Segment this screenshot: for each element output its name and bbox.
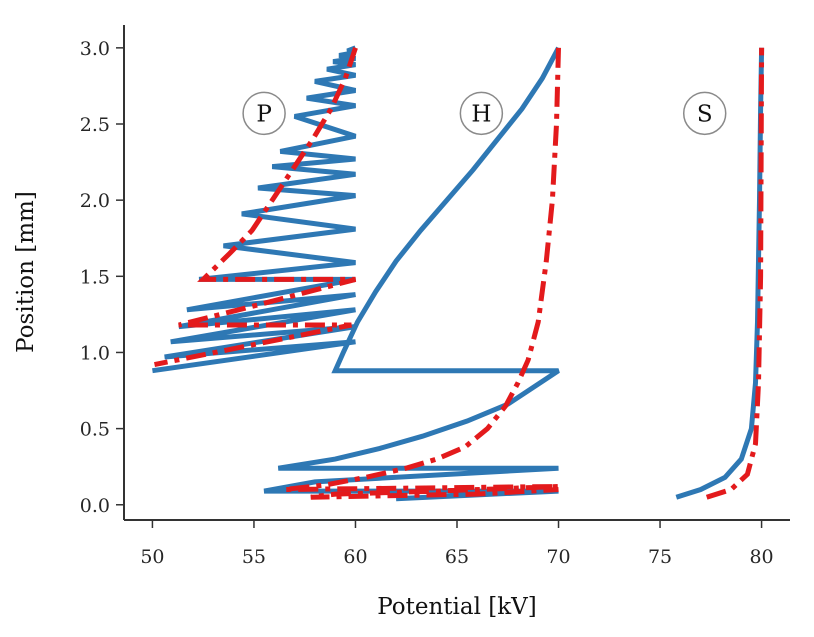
x-tick-label: 60 [343, 546, 367, 568]
series-line-6 [705, 47, 765, 500]
y-tick-label: 3.0 [80, 38, 110, 60]
x-tick-label: 70 [546, 546, 570, 568]
x-ticks: 50 55 60 65 70 75 80 [140, 520, 774, 568]
y-tick-label: 2.0 [80, 190, 110, 212]
series-layer [152, 45, 765, 502]
region-label-s: S [697, 101, 713, 127]
x-tick-label: 55 [242, 546, 266, 568]
y-ticks: 0.0 0.5 1.0 1.5 2.0 2.5 3.0 [80, 38, 124, 517]
y-tick-label: 0.5 [80, 419, 110, 441]
y-axis-label: Position [mm] [13, 191, 39, 353]
x-tick-label: 50 [140, 546, 164, 568]
region-label-circle-h [459, 91, 504, 136]
series-line-5 [284, 47, 561, 500]
x-tick-label: 80 [749, 546, 773, 568]
series-line-2 [263, 46, 561, 502]
y-tick-label: 2.5 [80, 114, 110, 136]
y-tick-label: 1.5 [80, 266, 110, 288]
y-tick-label: 1.0 [80, 342, 110, 364]
x-axis-label: Potential [kV] [377, 594, 537, 620]
region-label-circle-p [242, 91, 286, 136]
y-tick-label: 0.0 [80, 495, 110, 517]
x-tick-label: 65 [445, 546, 469, 568]
series-line-4 [154, 47, 358, 368]
x-tick-label: 75 [648, 546, 672, 568]
region-label-circle-s [682, 91, 727, 136]
region-label-p: P [256, 101, 271, 127]
region-label-h: H [471, 101, 491, 127]
